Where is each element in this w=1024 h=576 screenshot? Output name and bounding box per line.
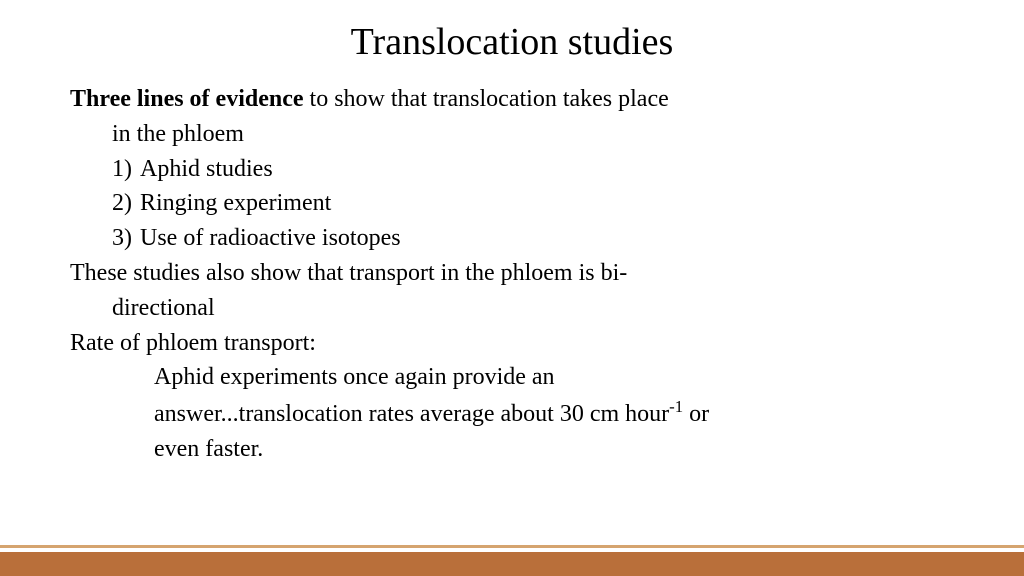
- rate-superscript: -1: [669, 397, 683, 416]
- rate-line2: answer...translocation rates average abo…: [154, 395, 954, 432]
- list-text: Use of radioactive isotopes: [140, 225, 401, 251]
- intro-bold: Three lines of evidence: [70, 86, 304, 112]
- intro-line2: in the phloem: [70, 117, 954, 152]
- rate-detail: Aphid experiments once again provide an …: [70, 360, 954, 466]
- list-item: 1)Aphid studies: [70, 152, 954, 187]
- rate-line2-a: answer...translocation rates average abo…: [154, 401, 669, 427]
- accent-thick-bar: [0, 552, 1024, 576]
- list-text: Aphid studies: [140, 156, 273, 182]
- slide: Translocation studies Three lines of evi…: [0, 0, 1024, 576]
- rate-line3: even faster.: [154, 432, 954, 467]
- para-bidirectional-line1: These studies also show that transport i…: [70, 256, 954, 291]
- intro-rest: to show that translocation takes place: [304, 86, 669, 112]
- bottom-accent-bar: [0, 545, 1024, 576]
- intro-text: Three lines of evidence to show that tra…: [70, 82, 954, 117]
- list-num: 3): [112, 221, 140, 256]
- list-text: Ringing experiment: [140, 190, 331, 216]
- list-item: 3)Use of radioactive isotopes: [70, 221, 954, 256]
- list-item: 2)Ringing experiment: [70, 186, 954, 221]
- rate-line1: Aphid experiments once again provide an: [154, 360, 954, 395]
- para-bidirectional-line2: directional: [70, 291, 954, 326]
- rate-label: Rate of phloem transport:: [70, 326, 954, 361]
- list-num: 1): [112, 152, 140, 187]
- list-num: 2): [112, 186, 140, 221]
- slide-content: Three lines of evidence to show that tra…: [70, 82, 954, 467]
- rate-line2-b: or: [683, 401, 709, 427]
- evidence-list: 1)Aphid studies 2)Ringing experiment 3)U…: [70, 152, 954, 256]
- slide-title: Translocation studies: [70, 20, 954, 64]
